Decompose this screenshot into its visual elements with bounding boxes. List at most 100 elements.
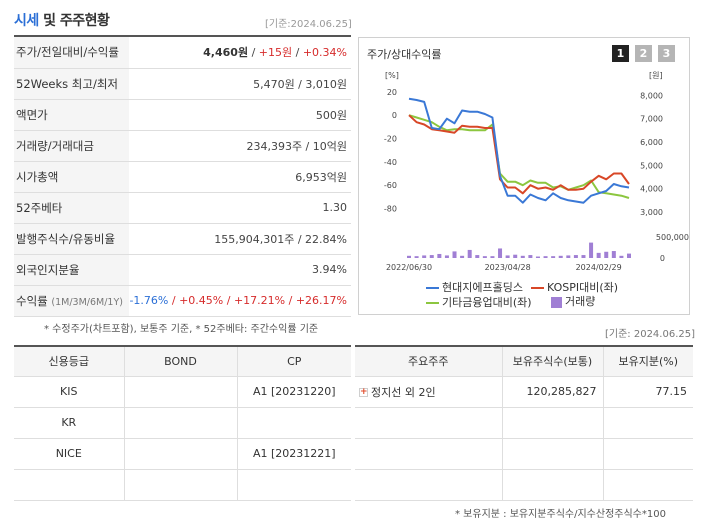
- right-axis-unit: [원]: [649, 71, 663, 80]
- chart-page-2-button[interactable]: 2: [635, 45, 652, 62]
- agency-cell: [14, 468, 125, 501]
- legend-item-industry: 기타금융업대비(좌): [426, 294, 532, 310]
- stock-price-line: [408, 97, 630, 204]
- row-label: 수익률 (1M/3M/6M/1Y): [14, 285, 130, 317]
- column-header: 보유지분(%): [602, 346, 693, 377]
- left-tick-label: -40: [384, 158, 397, 167]
- column-header: CP: [236, 346, 351, 377]
- volume-bar: [573, 255, 578, 258]
- table-row: KR: [14, 406, 351, 439]
- row-value: 155,904,301주 / 22.84%: [129, 223, 351, 255]
- right-tick-label: 3,000: [640, 208, 663, 217]
- x-tick-label: 2023/04/28: [485, 263, 531, 272]
- price-chart-panel: 주가/상대수익률 1 2 3 [%] [원] 20 0 -20 -40 -60 -80 8,00…: [358, 37, 690, 315]
- table-row: 발행주식수/유동비율 155,904,301주 / 22.84%: [14, 223, 351, 255]
- major-shareholders-table: 주요주주 보유주식수(보통) 보유지분(%) + 정지선 외 2인 120,285…: [355, 345, 693, 501]
- volume-bar: [581, 255, 586, 258]
- bond-cell: [123, 437, 238, 470]
- row-label: 외국인지분율: [14, 254, 130, 286]
- agency-cell: KR: [14, 406, 125, 439]
- volume-bar: [482, 256, 487, 258]
- table-row: 시가총액 6,953억원: [14, 161, 351, 193]
- row-label: 시가총액: [14, 161, 130, 193]
- volume-bar: [444, 255, 449, 258]
- volume-bar: [520, 255, 525, 258]
- row-label: 발행주식수/유동비율: [14, 223, 130, 255]
- reference-date: [기준:2024.06.25]: [265, 19, 352, 30]
- cp-cell: A1 [20231221]: [236, 437, 351, 470]
- volume-bar: [535, 256, 540, 258]
- left-tick-label: -20: [384, 135, 397, 144]
- divider: [14, 35, 351, 37]
- industry-relative-line: [408, 114, 630, 199]
- volume-bar: [460, 255, 465, 258]
- right-tick-label: 8,000: [640, 91, 663, 100]
- volume-bar: [528, 255, 533, 258]
- volume-bar: [619, 255, 624, 258]
- table-row: [14, 468, 351, 501]
- right-tick-label: 5,000: [640, 161, 663, 170]
- volume-bar: [611, 251, 616, 258]
- volume-bar: [551, 256, 556, 258]
- column-header: 보유주식수(보통): [501, 346, 604, 377]
- chart-title: 주가/상대수익률: [367, 48, 442, 61]
- volume-bar: [437, 253, 442, 258]
- volume-bar: [467, 249, 472, 258]
- volume-bar: [589, 242, 594, 258]
- column-header: 신용등급: [14, 346, 125, 377]
- footnote: * 보유지분 : 보유지분주식수/지수산정주식수*100: [455, 509, 666, 520]
- row-value: 3.94%: [129, 254, 351, 286]
- column-header: BOND: [123, 346, 238, 377]
- table-row: [355, 406, 693, 439]
- volume-bar: [429, 255, 434, 258]
- volume-bar: [543, 256, 548, 258]
- legend-line-icon: [531, 287, 544, 289]
- legend-square-icon: [551, 296, 562, 308]
- volume-bar: [452, 251, 457, 258]
- footnote: * 수정주가(차트포함), 보통주 기준, * 52주베타: 주간수익률 기준: [44, 324, 319, 335]
- expand-plus-icon[interactable]: +: [359, 387, 368, 397]
- bond-cell: [123, 375, 238, 408]
- table-row: 52주베타 1.30: [14, 192, 351, 224]
- price-value: 4,460원 / +15원 / +0.34%: [129, 37, 351, 69]
- volume-bar: [604, 251, 609, 258]
- cp-cell: [236, 406, 351, 439]
- volume-bar: [490, 256, 495, 258]
- volume-tick-label: 500,000: [656, 233, 689, 242]
- row-value: 500원: [129, 99, 351, 131]
- row-label: 거래량/거래대금: [14, 130, 130, 162]
- volume-bar: [407, 255, 411, 258]
- right-tick-label: 4,000: [640, 185, 663, 194]
- cp-cell: [236, 468, 351, 501]
- right-tick-label: 6,000: [640, 138, 663, 147]
- table-row: 52Weeks 최고/최저 5,470원 / 3,010원: [14, 68, 351, 100]
- volume-bar: [505, 255, 510, 258]
- table-header-row: 주요주주 보유주식수(보통) 보유지분(%): [355, 346, 693, 377]
- credit-rating-table: 신용등급 BOND CP KIS A1 [20231220] KR NICE A1 …: [14, 345, 351, 501]
- right-tick-label: 7,000: [640, 115, 663, 124]
- returns-value: -1.76% / +0.45% / +17.21% / +26.17%: [129, 285, 351, 317]
- table-row: 외국인지분율 3.94%: [14, 254, 351, 286]
- volume-bar: [414, 256, 419, 258]
- row-label: 주가/전일대비/수익률: [14, 37, 130, 69]
- chart-page-3-button[interactable]: 3: [658, 45, 675, 62]
- row-value: 1.30: [129, 192, 351, 224]
- shareholder-name-cell[interactable]: + 정지선 외 2인: [355, 375, 503, 408]
- bond-cell: [123, 406, 238, 439]
- table-row: [355, 468, 693, 501]
- stake-cell: 77.15: [602, 375, 693, 408]
- volume-bar: [558, 255, 563, 258]
- table-row: 액면가 500원: [14, 99, 351, 131]
- section-title: 시세 및 주주현황: [14, 13, 110, 29]
- x-tick-label: 2022/06/30: [386, 263, 432, 272]
- legend-item-stock: 현대지에프홀딩스: [426, 279, 523, 295]
- chart-page-1-button[interactable]: 1: [612, 45, 629, 62]
- table-row: [355, 437, 693, 470]
- volume-bar: [566, 255, 571, 258]
- table-row: KIS A1 [20231220]: [14, 375, 351, 408]
- table-row: 수익률 (1M/3M/6M/1Y) -1.76% / +0.45% / +17.…: [14, 285, 351, 317]
- kospi-relative-line: [408, 114, 630, 195]
- row-value: 5,470원 / 3,010원: [129, 68, 351, 100]
- agency-cell: KIS: [14, 375, 125, 408]
- cp-cell: A1 [20231220]: [236, 375, 351, 408]
